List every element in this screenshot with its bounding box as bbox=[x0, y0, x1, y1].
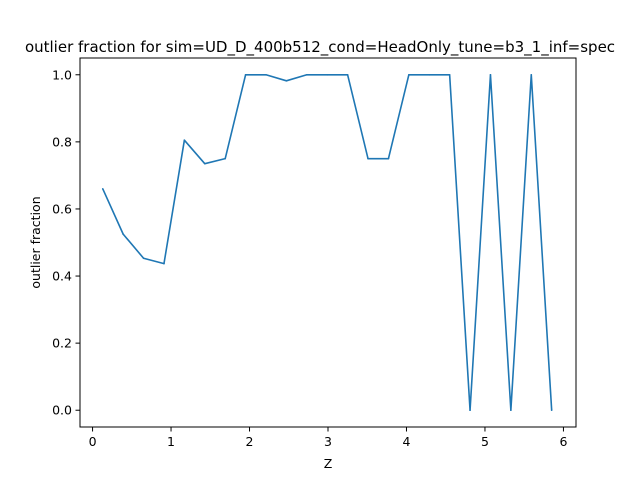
y-tick-label: 0.0 bbox=[52, 403, 72, 418]
y-tick-label: 0.2 bbox=[52, 336, 72, 351]
chart-title: outlier fraction for sim=UD_D_400b512_co… bbox=[25, 38, 615, 57]
x-tick-label: 1 bbox=[167, 434, 175, 449]
data-point bbox=[265, 73, 267, 76]
x-tick-label: 5 bbox=[481, 434, 489, 449]
data-point bbox=[142, 257, 145, 260]
y-axis-label: outlier fraction bbox=[28, 196, 43, 288]
data-point bbox=[203, 162, 206, 165]
data-point bbox=[428, 73, 431, 76]
data-point bbox=[448, 73, 451, 76]
y-tick-label: 1.0 bbox=[52, 67, 72, 82]
data-point bbox=[101, 188, 104, 190]
data-point bbox=[469, 409, 471, 412]
data-point bbox=[489, 73, 492, 76]
data-point bbox=[408, 73, 410, 76]
data-point bbox=[163, 262, 165, 265]
data-point bbox=[346, 73, 349, 76]
y-tick-label: 0.4 bbox=[52, 269, 72, 284]
x-tick-label: 6 bbox=[559, 434, 567, 449]
data-point bbox=[306, 73, 308, 76]
data-point bbox=[122, 233, 124, 235]
x-tick-label: 2 bbox=[246, 434, 254, 449]
x-tick-label: 0 bbox=[89, 434, 97, 449]
series-layer bbox=[101, 73, 553, 412]
data-point bbox=[183, 139, 186, 141]
data-point bbox=[244, 73, 247, 76]
x-tick-label: 4 bbox=[403, 434, 411, 449]
data-point bbox=[530, 73, 533, 76]
x-axis: 0 1 2 3 4 5 6 bbox=[89, 427, 567, 449]
plot-area bbox=[79, 57, 577, 428]
y-tick-label: 0.6 bbox=[52, 201, 72, 216]
x-axis-label: Z bbox=[324, 456, 333, 471]
data-point bbox=[224, 157, 226, 160]
x-tick-label: 3 bbox=[324, 434, 332, 449]
data-point bbox=[387, 157, 390, 160]
data-point bbox=[326, 73, 329, 76]
data-point bbox=[285, 80, 288, 82]
data-point bbox=[550, 409, 553, 412]
data-point bbox=[510, 409, 512, 412]
data-point bbox=[367, 157, 369, 160]
y-axis: 0.0 0.2 0.4 0.6 0.8 1.0 bbox=[52, 67, 80, 418]
y-tick-label: 0.8 bbox=[52, 134, 72, 149]
series-line-0 bbox=[102, 73, 553, 412]
